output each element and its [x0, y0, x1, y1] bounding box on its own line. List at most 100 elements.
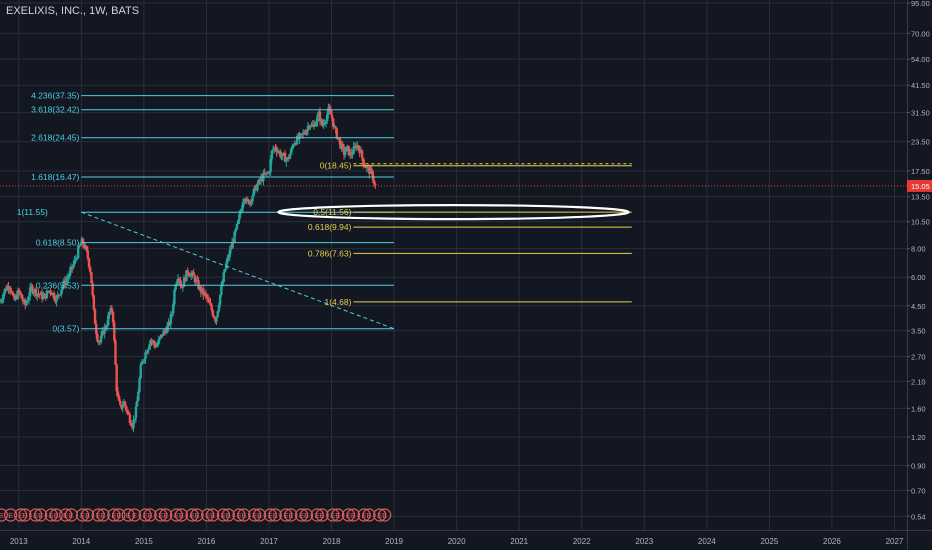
candle-body	[111, 312, 115, 323]
candle-body	[170, 313, 174, 315]
candle-body	[339, 139, 342, 149]
time-tick-label: 2023	[635, 537, 653, 546]
candle-body	[181, 286, 185, 288]
fib-right-level-label: 0.786(7.63)	[308, 248, 352, 258]
candle-body	[13, 295, 16, 300]
earnings-marker	[341, 508, 356, 522]
earnings-marker	[138, 508, 152, 522]
earnings-marker-label: E	[335, 511, 340, 520]
candle-body	[228, 250, 231, 258]
candle-body	[236, 219, 240, 224]
candle-body	[305, 130, 308, 135]
candle-body	[78, 245, 81, 248]
candle-body	[50, 292, 53, 296]
price-tick-label: 0.90	[911, 462, 926, 471]
candle-body	[167, 322, 170, 326]
price-tick-label: 13.50	[911, 193, 930, 202]
candle-body	[365, 166, 369, 169]
price-tick-label: 8.00	[911, 245, 926, 254]
candle-body	[184, 277, 187, 282]
candle-body	[138, 378, 141, 392]
candle-body	[104, 326, 108, 328]
price-tick-label: 1.20	[911, 433, 926, 442]
candle-body	[137, 391, 140, 401]
candle-body	[4, 288, 8, 291]
candle-body	[191, 272, 194, 274]
candle-body	[73, 259, 76, 265]
candle-body	[360, 150, 364, 158]
candle-body	[276, 151, 280, 153]
candle-body	[322, 123, 325, 126]
candle-body	[316, 115, 319, 122]
earnings-marker	[299, 508, 314, 522]
candle-body	[1, 299, 4, 301]
candle-body	[51, 293, 55, 296]
earnings-marker	[29, 508, 43, 522]
candle-body	[245, 199, 248, 202]
candle-body	[62, 280, 65, 287]
earnings-marker-label: E	[116, 511, 121, 520]
earnings-marker	[284, 508, 298, 522]
earnings-marker-label: E	[190, 511, 195, 520]
candle-body	[117, 396, 121, 401]
candle-body	[342, 147, 346, 155]
candle-body	[180, 285, 183, 288]
candle-body	[273, 147, 276, 150]
candle-body	[277, 151, 281, 153]
candle-body	[252, 189, 256, 196]
earnings-marker	[174, 508, 188, 522]
earnings-marker	[80, 508, 95, 522]
candle-body	[174, 285, 177, 290]
candle-body	[209, 302, 212, 306]
candle-body	[199, 286, 203, 293]
earnings-marker	[294, 508, 309, 522]
candle-body	[259, 177, 263, 182]
candle-body	[212, 316, 216, 319]
earnings-marker	[315, 508, 329, 522]
candle-body	[328, 107, 331, 111]
earnings-marker	[49, 508, 63, 522]
candle-body	[72, 264, 75, 268]
candle-body	[291, 146, 294, 150]
earnings-marker-label: E	[49, 511, 54, 520]
candle-body	[202, 288, 205, 295]
candle-body	[271, 149, 275, 151]
candle-body	[338, 138, 341, 140]
earnings-marker-label: E	[351, 511, 356, 520]
candle-body	[306, 126, 310, 131]
time-tick-label: 2025	[760, 537, 778, 546]
candle-body	[93, 309, 97, 325]
earnings-marker-label: E	[143, 511, 148, 520]
time-tick-label: 2026	[823, 537, 841, 546]
earnings-marker	[169, 508, 183, 522]
candle-body	[80, 238, 83, 244]
candle-body	[7, 286, 10, 289]
earnings-marker-label: E	[80, 511, 85, 520]
candle-body	[3, 288, 7, 294]
candle-body	[97, 341, 100, 343]
candle-body	[366, 166, 370, 168]
price-tick-label: 0.70	[911, 486, 926, 495]
candle-body	[187, 272, 191, 276]
candle-body	[188, 275, 192, 277]
candle-body	[318, 111, 322, 122]
candle-body	[283, 153, 287, 162]
candle-body	[238, 214, 241, 220]
earnings-marker-label: E	[0, 511, 4, 520]
candle-body	[246, 199, 250, 201]
candle-body	[323, 123, 326, 125]
candle-body	[242, 199, 246, 203]
candle-body	[66, 278, 69, 280]
candle-body	[98, 341, 102, 343]
fib-left-level-label: 3.618(32.42)	[31, 105, 79, 115]
candle-body	[329, 110, 333, 115]
candle-body	[268, 172, 271, 174]
earnings-marker	[232, 508, 246, 522]
candle-body	[24, 300, 27, 306]
candle-body	[86, 250, 90, 259]
candle-body	[261, 177, 264, 181]
earnings-marker-label: E	[236, 511, 241, 520]
candle-body	[289, 149, 293, 155]
